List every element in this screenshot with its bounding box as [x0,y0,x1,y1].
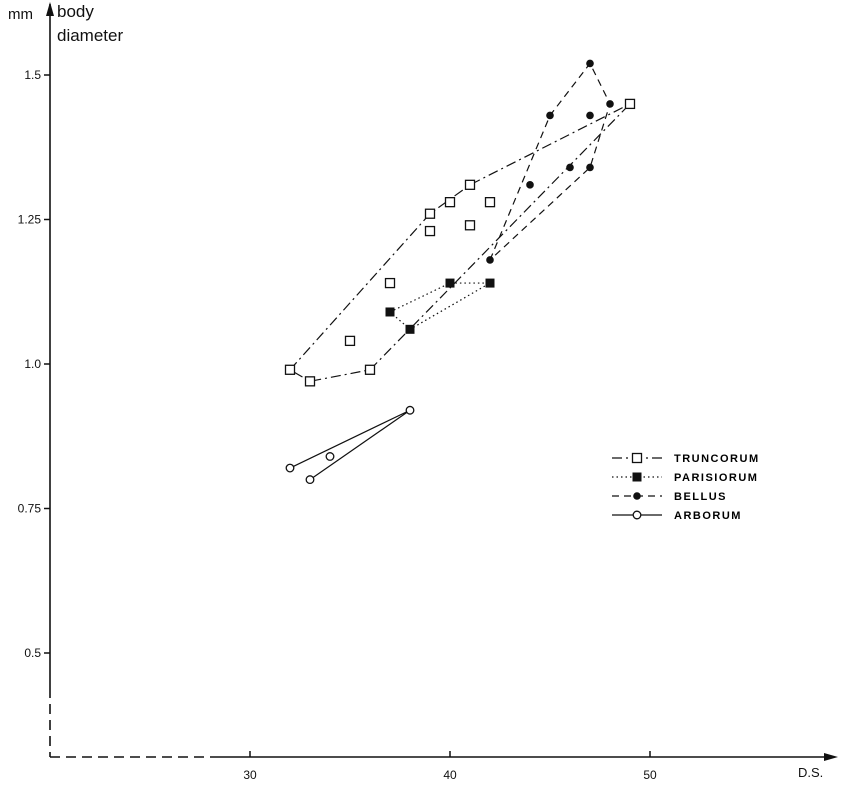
legend: TRUNCORUM PARISIORUM BELLUS ARBORUM [612,452,760,522]
data-point-truncorum [344,335,356,347]
data-point-arborum [285,463,295,473]
legend-label-parisiorum: PARISIORUM [674,472,758,484]
data-point-parisiorum [405,324,415,334]
legend-marker-truncorum [631,452,643,464]
data-point-bellus [586,163,594,172]
y-axis-title-line-1: body [57,2,94,21]
x-tick-label: 50 [643,768,657,782]
x-tick-label: 30 [243,768,257,782]
data-point-arborum [405,405,415,415]
legend-marker-parisiorum [632,472,642,482]
data-point-bellus [606,100,614,108]
data-point-truncorum [384,277,396,289]
data-point-truncorum [364,364,376,375]
data-point-bellus [586,59,594,68]
y-tick-label: 1.5 [24,68,41,82]
series-lines [289,62,631,481]
series-line-parisiorum [389,282,493,331]
y-tick-label: 1.0 [24,357,41,371]
data-point-bellus [526,181,534,189]
series-line-arborum [289,409,411,481]
data-point-truncorum [284,364,296,375]
series-line-truncorum [289,103,631,382]
legend-label-truncorum: TRUNCORUM [674,453,760,465]
legend-label-arborum: ARBORUM [674,510,742,522]
x-axis-title: D.S. [798,765,824,780]
series-markers [284,59,636,485]
legend-marker-arborum [632,510,642,520]
data-point-truncorum [464,220,476,231]
y-axis-arrow-head [46,2,54,16]
axis-ticks: 30 40 50 0.5 0.75 1.0 1.25 1.5 [18,68,657,782]
data-point-truncorum [424,225,436,237]
legend-label-bellus: BELLUS [674,491,727,503]
data-point-parisiorum [485,278,495,288]
y-axis-unit: mm [8,6,33,23]
data-point-truncorum [464,179,476,190]
data-point-arborum [325,452,335,461]
y-tick-label: 0.5 [24,646,41,660]
data-point-truncorum [444,197,456,208]
y-tick-label: 0.75 [18,502,42,516]
y-tick-label: 1.25 [18,213,42,227]
data-point-bellus [566,163,574,172]
data-point-arborum [305,475,315,485]
series-line-bellus [489,62,611,261]
x-tick-label: 40 [443,768,457,782]
data-point-parisiorum [385,307,395,317]
data-point-truncorum [304,376,316,387]
data-point-bellus [546,111,554,120]
data-point-truncorum [624,98,636,110]
data-point-bellus [586,111,594,120]
x-axis-arrow-head [824,753,838,761]
data-point-parisiorum [445,278,455,288]
legend-marker-bellus [633,492,641,500]
data-point-truncorum [484,197,496,208]
y-axis-title-line-2: diameter [57,26,124,45]
data-point-truncorum [424,208,436,219]
data-point-bellus [486,256,494,264]
